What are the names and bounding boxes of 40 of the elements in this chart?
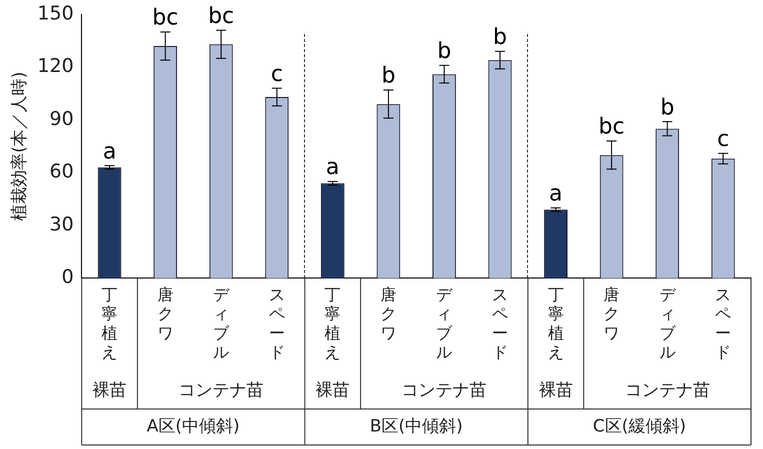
x-tick-label: 唐クワ (157, 284, 174, 342)
data-label: c (270, 62, 283, 87)
data-label: a (326, 155, 340, 180)
x-tick-label: ディブル (436, 284, 454, 362)
x-tick-label: 丁寧植え (324, 284, 341, 362)
y-tick-label: 30 (49, 213, 74, 236)
text: コンテナ苗 (178, 380, 264, 400)
data-label: a (549, 182, 563, 207)
x-tick-label: 丁寧植え (102, 284, 118, 362)
y-tick-label: 0 (62, 266, 74, 288)
data-label: bc (208, 4, 234, 29)
text: 裸苗 (538, 380, 573, 400)
data-label: b (660, 95, 674, 120)
x-tick-label: スペード (715, 284, 732, 362)
text: 裸苗 (92, 380, 127, 400)
text: A区(中傾斜) (146, 416, 240, 436)
y-tick-label: 150 (37, 2, 74, 24)
data-label: b (381, 64, 396, 89)
text: コンテナ苗 (624, 380, 710, 400)
y-axis-title: 植栽効率(本／人時) (10, 72, 30, 221)
x-tick-label: 唐クワ (604, 284, 620, 342)
x-tick-label: スペード (268, 284, 285, 362)
data-label: b (437, 39, 452, 64)
data-label: bc (152, 6, 178, 31)
y-tick-label: 60 (49, 160, 74, 183)
text: B区(中傾斜) (370, 416, 463, 436)
data-label: bc (598, 114, 625, 140)
text: C区(緩傾斜) (592, 416, 686, 436)
text: コンテナ苗 (402, 380, 487, 400)
y-tick-label: 90 (49, 108, 74, 130)
y-tick-label: 120 (37, 55, 74, 78)
x-tick-label: ディブル (659, 284, 676, 362)
x-tick-label: ディブル (213, 284, 230, 362)
x-tick-label: 唐クワ (380, 284, 396, 342)
data-label: b (493, 25, 507, 50)
data-label: c (717, 127, 730, 152)
data-label: a (102, 139, 116, 164)
x-tick-label: 丁寧植え (548, 284, 564, 362)
x-tick-label: スペード (492, 284, 508, 362)
text: 裸苗 (316, 380, 350, 400)
